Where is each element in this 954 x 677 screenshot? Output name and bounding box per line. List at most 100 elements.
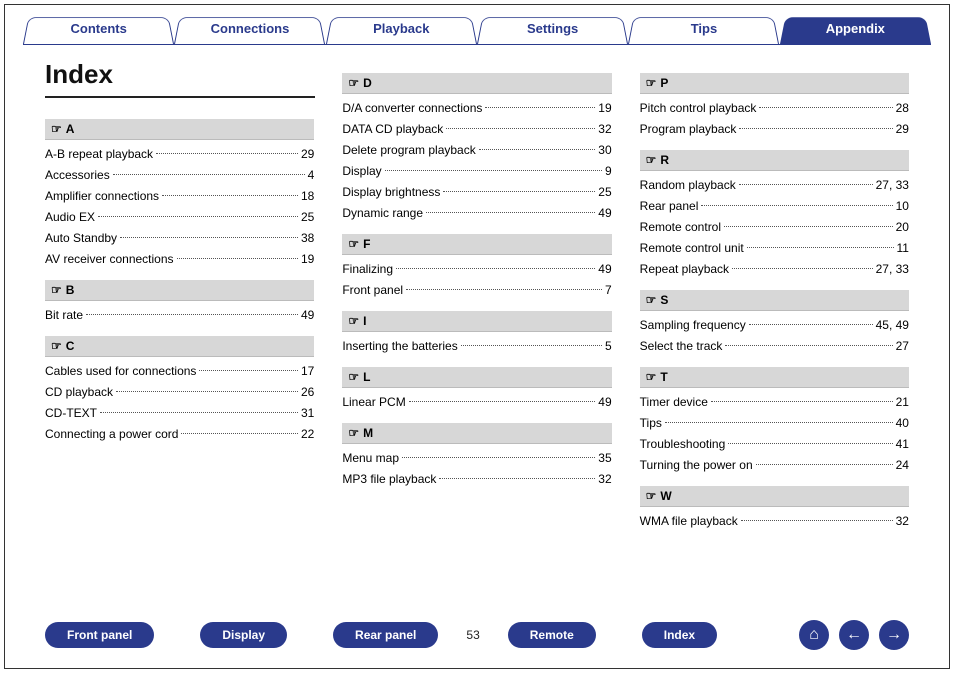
bottom-link-front-panel[interactable]: Front panel (45, 622, 154, 648)
letter-header-a: ☞A (45, 119, 314, 140)
leader-dots (461, 336, 602, 346)
index-entry[interactable]: Connecting a power cord 22 (45, 424, 314, 445)
prev-icon[interactable]: ← (839, 620, 869, 650)
letter-label: L (363, 370, 370, 384)
index-entry[interactable]: Rear panel 10 (640, 196, 909, 217)
index-entry[interactable]: Turning the power on 24 (640, 455, 909, 476)
entry-term: Troubleshooting (640, 434, 726, 454)
entry-term: Amplifier connections (45, 186, 159, 206)
index-entry[interactable]: Troubleshooting 41 (640, 434, 909, 455)
index-entry[interactable]: Accessories 4 (45, 165, 314, 186)
tab-settings[interactable]: Settings (477, 15, 628, 44)
index-entry[interactable]: A-B repeat playback 29 (45, 144, 314, 165)
index-entry[interactable]: CD playback 26 (45, 382, 314, 403)
tab-playback[interactable]: Playback (326, 15, 477, 44)
pointer-icon: ☞ (646, 293, 657, 307)
entry-page: 27 (896, 336, 909, 356)
pointer-icon: ☞ (646, 76, 657, 90)
index-entry[interactable]: Random playback 27, 33 (640, 175, 909, 196)
index-entry[interactable]: DATA CD playback 32 (342, 119, 611, 140)
home-icon[interactable]: ⌂ (799, 620, 829, 650)
entry-page: 24 (896, 455, 909, 475)
entry-page: 17 (301, 361, 314, 381)
leader-dots (711, 392, 893, 402)
entry-page: 26 (301, 382, 314, 402)
leader-dots (749, 315, 873, 325)
index-columns: ☞A A-B repeat playback 29Accessories 4Amp… (45, 63, 909, 598)
entry-page: 29 (896, 119, 909, 139)
index-entry[interactable]: Menu map 35 (342, 448, 611, 469)
index-entry[interactable]: Bit rate 49 (45, 305, 314, 326)
index-entry[interactable]: Tips 40 (640, 413, 909, 434)
entry-term: Pitch control playback (640, 98, 757, 118)
index-entry[interactable]: Program playback 29 (640, 119, 909, 140)
entry-term: Connecting a power cord (45, 424, 178, 444)
bottom-link-index[interactable]: Index (642, 622, 717, 648)
tab-contents[interactable]: Contents (23, 15, 174, 44)
bottom-link-remote[interactable]: Remote (508, 622, 596, 648)
leader-dots (732, 259, 873, 269)
entry-term: CD-TEXT (45, 403, 97, 423)
letter-label: P (660, 76, 668, 90)
bottom-link-display[interactable]: Display (200, 622, 287, 648)
index-entry[interactable]: Delete program playback 30 (342, 140, 611, 161)
index-entry[interactable]: Timer device 21 (640, 392, 909, 413)
index-entry[interactable]: Linear PCM 49 (342, 392, 611, 413)
index-entry[interactable]: Remote control 20 (640, 217, 909, 238)
bottom-bar: Front panelDisplayRear panel53RemoteInde… (45, 618, 909, 652)
index-entry[interactable]: Finalizing 49 (342, 259, 611, 280)
entry-page: 30 (598, 140, 611, 160)
leader-dots (446, 119, 595, 129)
index-entry[interactable]: Dynamic range 49 (342, 203, 611, 224)
page-frame: ContentsConnectionsPlaybackSettingsTipsA… (4, 4, 950, 669)
entry-term: Repeat playback (640, 259, 729, 279)
index-entry[interactable]: CD-TEXT 31 (45, 403, 314, 424)
index-entry[interactable]: AV receiver connections 19 (45, 249, 314, 270)
index-entry[interactable]: Select the track 27 (640, 336, 909, 357)
tab-label: Connections (211, 21, 290, 36)
pointer-icon: ☞ (51, 283, 62, 297)
index-entry[interactable]: Audio EX 25 (45, 207, 314, 228)
leader-dots (396, 259, 595, 269)
tab-connections[interactable]: Connections (174, 15, 325, 44)
entry-term: Remote control unit (640, 238, 744, 258)
entry-page: 27, 33 (876, 175, 909, 195)
index-entry[interactable]: Front panel 7 (342, 280, 611, 301)
leader-dots (402, 448, 595, 458)
entry-term: CD playback (45, 382, 113, 402)
letter-label: R (660, 153, 669, 167)
index-entry[interactable]: Inserting the batteries 5 (342, 336, 611, 357)
tab-label: Playback (373, 21, 429, 36)
index-entry[interactable]: D/A converter connections 19 (342, 98, 611, 119)
entry-term: Finalizing (342, 259, 393, 279)
tab-appendix[interactable]: Appendix (780, 15, 931, 44)
letter-header-p: ☞P (640, 73, 909, 94)
pointer-icon: ☞ (348, 237, 359, 251)
entry-term: DATA CD playback (342, 119, 443, 139)
index-entry[interactable]: Display brightness 25 (342, 182, 611, 203)
next-icon[interactable]: → (879, 620, 909, 650)
index-entry[interactable]: Pitch control playback 28 (640, 98, 909, 119)
leader-dots (759, 98, 892, 108)
leader-dots (725, 336, 892, 346)
entry-page: 19 (301, 249, 314, 269)
index-entry[interactable]: Remote control unit 11 (640, 238, 909, 259)
index-entry[interactable]: Amplifier connections 18 (45, 186, 314, 207)
index-entry[interactable]: WMA file playback 32 (640, 511, 909, 532)
letter-label: B (66, 283, 75, 297)
index-entry[interactable]: Repeat playback 27, 33 (640, 259, 909, 280)
pointer-icon: ☞ (348, 370, 359, 384)
letter-header-b: ☞B (45, 280, 314, 301)
leader-dots (409, 392, 596, 402)
entry-page: 22 (301, 424, 314, 444)
tab-tips[interactable]: Tips (628, 15, 779, 44)
index-entry[interactable]: MP3 file playback 32 (342, 469, 611, 490)
index-entry[interactable]: Auto Standby 38 (45, 228, 314, 249)
entry-page: 31 (301, 403, 314, 423)
leader-dots (156, 144, 298, 154)
index-entry[interactable]: Cables used for connections 17 (45, 361, 314, 382)
bottom-link-rear-panel[interactable]: Rear panel (333, 622, 438, 648)
index-entry[interactable]: Sampling frequency 45, 49 (640, 315, 909, 336)
index-entry[interactable]: Display 9 (342, 161, 611, 182)
leader-dots (739, 119, 892, 129)
